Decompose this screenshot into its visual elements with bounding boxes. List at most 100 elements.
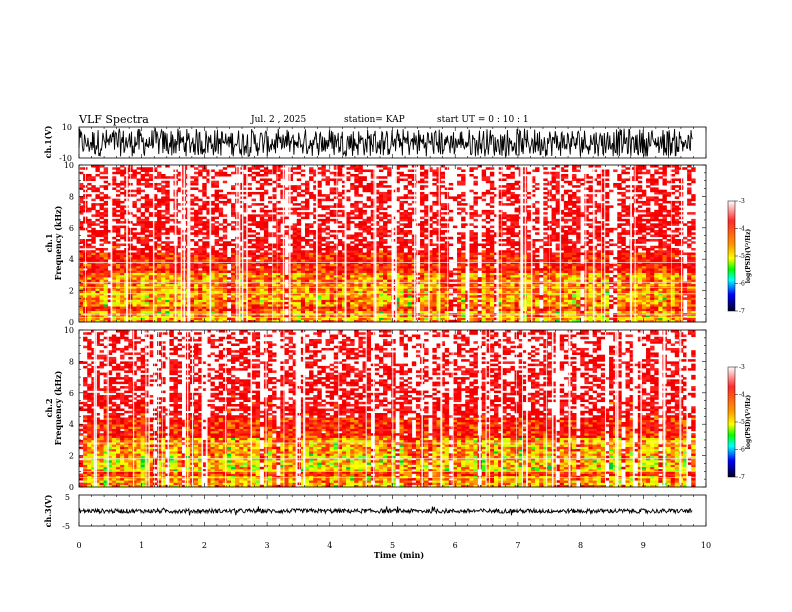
spectrogram-cell — [268, 182, 273, 186]
spectrogram-cell — [346, 189, 351, 193]
spectrogram-cell — [231, 243, 236, 247]
spectrogram-cell — [259, 198, 265, 202]
spectrogram-cell — [91, 236, 96, 240]
spectrogram-cell — [485, 178, 491, 181]
spectrogram-cell — [341, 263, 347, 267]
spectrogram-cell — [366, 295, 372, 298]
spectrogram-cell — [292, 274, 298, 278]
spectrogram-cell — [411, 191, 417, 195]
spectrogram-cell — [403, 263, 409, 267]
spectrogram-cell — [95, 304, 100, 307]
spectrogram-cell — [268, 218, 273, 222]
spectrogram-cell — [222, 301, 228, 305]
spectrogram-cell — [214, 292, 220, 296]
spectrogram-cell — [198, 263, 203, 267]
spectrogram-cell — [424, 299, 429, 303]
spectrogram-cell — [210, 290, 215, 294]
spectrogram-cell — [169, 245, 174, 249]
spectrogram-cell — [485, 216, 491, 220]
spectrogram-cell — [346, 247, 351, 251]
spectrogram-cell — [407, 225, 413, 229]
spectrogram-cell — [473, 234, 478, 238]
spectrogram-cell — [481, 268, 487, 271]
spectrogram-cell — [115, 189, 121, 193]
spectrogram-cell — [292, 185, 298, 188]
spectrogram-cell — [383, 265, 388, 269]
spectrogram-cell — [411, 234, 417, 238]
spectrogram-cell — [309, 299, 314, 303]
ch1-waveform-panel — [78, 126, 707, 159]
spectrogram-cell — [481, 301, 487, 305]
spectrogram-cell — [169, 261, 174, 264]
spectrogram-cell — [198, 250, 203, 253]
spectrogram-cell — [280, 295, 285, 298]
spectrogram-cell — [272, 297, 277, 300]
spectrogram-cell — [292, 263, 298, 267]
spectrogram-cell — [469, 216, 474, 220]
spectrogram-cell — [136, 241, 141, 244]
spectrogram-cell — [370, 317, 376, 321]
spectrogram-cell — [226, 317, 232, 321]
spectrogram-cell — [243, 234, 248, 238]
spectrogram-cell — [370, 185, 376, 188]
spectrogram-cell — [300, 194, 306, 197]
spectrogram-cell — [214, 205, 220, 208]
spectrogram-cell — [214, 241, 220, 244]
spectrogram-cell — [194, 180, 199, 184]
spectrogram-cell — [136, 236, 141, 240]
spectrogram-cell — [420, 216, 425, 220]
spectrogram-cell — [387, 169, 392, 173]
spectrogram-cell — [247, 187, 252, 190]
spectrogram-cell — [337, 239, 343, 242]
spectrogram-cell — [300, 272, 306, 276]
spectrogram-cell — [440, 254, 445, 258]
spectrogram-cell — [432, 212, 437, 215]
spectrogram-cell — [140, 218, 146, 222]
spectrogram-cell — [358, 261, 363, 264]
spectrogram-cell — [103, 254, 109, 258]
spectrogram-cell — [226, 277, 232, 280]
spectrogram-cell — [280, 196, 285, 199]
spectrogram-cell — [300, 254, 306, 258]
spectrogram-cell — [341, 196, 347, 199]
spectrogram-cell — [222, 265, 228, 269]
spectrogram-cell — [136, 218, 141, 222]
spectrogram-cell — [111, 230, 117, 233]
spectrogram-cell — [424, 227, 429, 231]
spectrogram-cell — [288, 234, 293, 238]
spectrogram-cell — [87, 245, 92, 249]
spectrogram-cell — [387, 283, 392, 287]
spectrogram-cell — [165, 203, 170, 206]
spectrogram-cell — [329, 283, 335, 287]
spectrogram-cell — [239, 295, 244, 298]
spectrogram-cell — [144, 295, 150, 298]
spectrogram-cell — [91, 221, 96, 224]
spectrogram-cell — [448, 256, 454, 260]
spectrogram-cell — [247, 306, 252, 309]
spectrogram-cell — [366, 187, 372, 190]
spectrogram-cell — [148, 178, 154, 181]
spectrogram-cell — [99, 191, 104, 195]
spectrogram-cell — [194, 263, 199, 267]
spectrogram-cell — [214, 297, 220, 300]
spectrogram-cell — [309, 308, 314, 312]
spectrogram-cell — [115, 274, 121, 278]
spectrogram-cell — [403, 277, 409, 280]
spectrogram-cell — [79, 317, 84, 321]
spectrogram-cell — [259, 299, 265, 303]
spectrogram-cell — [148, 274, 154, 278]
spectrogram-cell — [457, 180, 462, 184]
spectrogram-cell — [239, 308, 244, 312]
spectrogram-cell — [169, 268, 174, 271]
spectrogram-cell — [206, 236, 211, 240]
spectrogram-cell — [309, 279, 314, 282]
spectrogram-cell — [87, 223, 92, 226]
spectrogram-cell — [165, 207, 170, 211]
spectrogram-cell — [165, 256, 170, 260]
spectrogram-cell — [300, 207, 306, 211]
spectrogram-cell — [444, 283, 450, 287]
spectrogram-cell — [194, 225, 199, 229]
spectrogram-cell — [144, 317, 150, 321]
spectrogram-cell — [111, 250, 117, 253]
